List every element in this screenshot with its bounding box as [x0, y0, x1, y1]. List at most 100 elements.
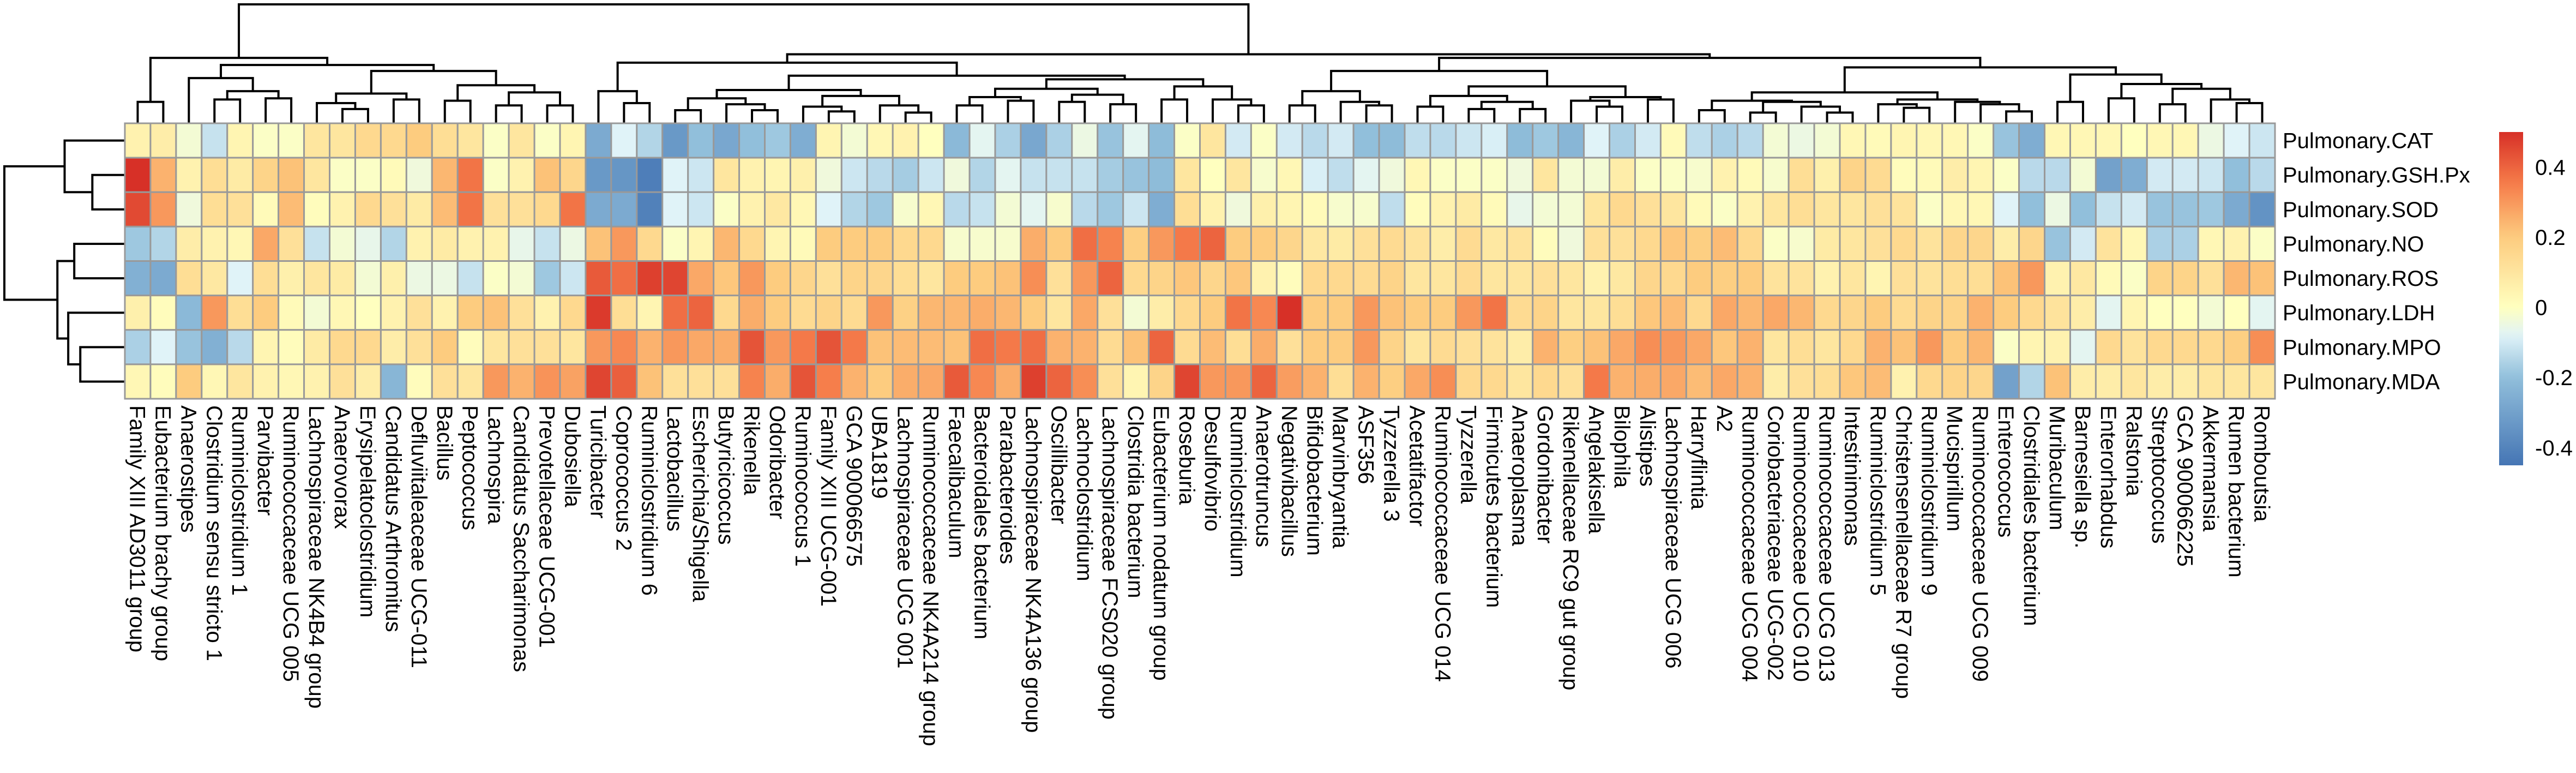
heatmap-cell [1404, 295, 1431, 331]
heatmap-cell [1941, 295, 1969, 331]
heatmap-cell [1122, 295, 1150, 331]
heatmap-cell [1071, 225, 1099, 262]
dendrogram-branch [827, 110, 856, 123]
heatmap-cell [1480, 329, 1508, 365]
heatmap-cell [2146, 260, 2174, 297]
heatmap-cell [1916, 191, 1943, 227]
heatmap-cell [431, 363, 459, 400]
legend-tick-label: 0.4 [2535, 155, 2566, 179]
heatmap-cell [559, 157, 587, 193]
heatmap-cell [892, 260, 919, 297]
heatmap-cell [1352, 329, 1380, 365]
heatmap-cell [661, 157, 689, 193]
heatmap-cell [1250, 122, 1278, 159]
row-label: Pulmonary.LDH [2283, 301, 2435, 325]
heatmap-cell [1275, 191, 1303, 227]
heatmap-cell [1762, 260, 1790, 297]
dendrogram-branch [508, 91, 561, 106]
dendrogram-branch [878, 104, 920, 123]
heatmap-cell [1532, 122, 1560, 159]
heatmap-cell [1941, 157, 1969, 193]
heatmap-cell [1711, 225, 1738, 262]
row-label: Pulmonary.ROS [2283, 267, 2439, 291]
dendrogram-branch [392, 98, 420, 123]
heatmap-cell [482, 295, 510, 331]
heatmap-cell [124, 363, 152, 400]
dendrogram-branch [2120, 83, 2203, 99]
heatmap-cell [866, 191, 894, 227]
heatmap-cell [1762, 122, 1790, 159]
heatmap-cell [1122, 225, 1150, 262]
heatmap-cell [2018, 329, 2046, 365]
heatmap-cell [2223, 260, 2250, 297]
heatmap-cell [610, 225, 638, 262]
heatmap-cell [1736, 363, 1764, 400]
heatmap-cell [1864, 363, 1892, 400]
heatmap-cell [1045, 260, 1073, 297]
heatmap-cell [149, 260, 177, 297]
heatmap-cell [610, 295, 638, 331]
heatmap-cell [1890, 363, 1918, 400]
column-label: Harryflintia [1687, 405, 1711, 510]
heatmap-cell [1890, 295, 1918, 331]
heatmap-cell [1634, 157, 1662, 193]
heatmap-cell [1685, 157, 1713, 193]
column-label: Ruminococcaceae UCG 013 [1815, 405, 1839, 682]
heatmap-cell [1429, 295, 1457, 331]
column-label: Muribaculum [2045, 405, 2069, 530]
heatmap-cell [764, 295, 791, 331]
heatmap-cell [149, 122, 177, 159]
heatmap-cell [1045, 329, 1073, 365]
dendrogram-branch [79, 346, 125, 383]
heatmap-cell [482, 191, 510, 227]
heatmap-cell [1609, 157, 1636, 193]
heatmap-cell [1148, 329, 1176, 365]
heatmap-cell [636, 191, 664, 227]
heatmap-cell [1993, 363, 2020, 400]
column-label: Clostridia bacterium [1123, 405, 1147, 598]
heatmap-cell [1148, 157, 1176, 193]
heatmap-cell [1583, 329, 1611, 365]
heatmap-cell [2146, 329, 2174, 365]
dendrogram-branch [623, 101, 651, 123]
heatmap-cell [2171, 122, 2199, 159]
legend-tick-label: 0.2 [2535, 226, 2566, 250]
column-label: Akkermansia [2199, 405, 2223, 532]
heatmap-cell [687, 191, 715, 227]
heatmap-cell [994, 191, 1022, 227]
column-label: Candidatus Saccharimonas [509, 405, 533, 672]
heatmap-cell [2044, 191, 2071, 227]
heatmap-cell [1609, 329, 1636, 365]
heatmap-cell [1506, 157, 1534, 193]
heatmap-cell [1839, 225, 1867, 262]
heatmap-cell [1199, 122, 1226, 159]
heatmap-cell [1455, 157, 1483, 193]
column-label: Dubosiella [560, 405, 584, 508]
column-label: Family XIII UCG-001 [816, 405, 840, 607]
heatmap-cell [354, 260, 382, 297]
heatmap-cell [1199, 329, 1226, 365]
heatmap-cell [2094, 157, 2122, 193]
heatmap-cell [1173, 191, 1201, 227]
heatmap-cell [1813, 191, 1841, 227]
heatmap-cell [2044, 157, 2071, 193]
dendrogram-branch [213, 98, 242, 123]
heatmap-cell [380, 295, 407, 331]
heatmap-cell [1659, 329, 1687, 365]
heatmap-cell [866, 363, 894, 400]
heatmap-cell [815, 122, 842, 159]
heatmap-cell [738, 295, 766, 331]
heatmap-cell [1071, 122, 1099, 159]
column-label: Anaerotruncus [1251, 405, 1275, 547]
heatmap-cell [1685, 191, 1713, 227]
column-label: Ruminiclostridium 1 [227, 405, 251, 596]
heatmap-cell [354, 295, 382, 331]
heatmap-cell [1659, 295, 1687, 331]
heatmap-cell [1736, 260, 1764, 297]
heatmap-cell [2171, 295, 2199, 331]
heatmap-cell [2171, 260, 2199, 297]
heatmap-cell [2120, 295, 2148, 331]
heatmap-cell [1762, 329, 1790, 365]
heatmap-cell [1634, 191, 1662, 227]
